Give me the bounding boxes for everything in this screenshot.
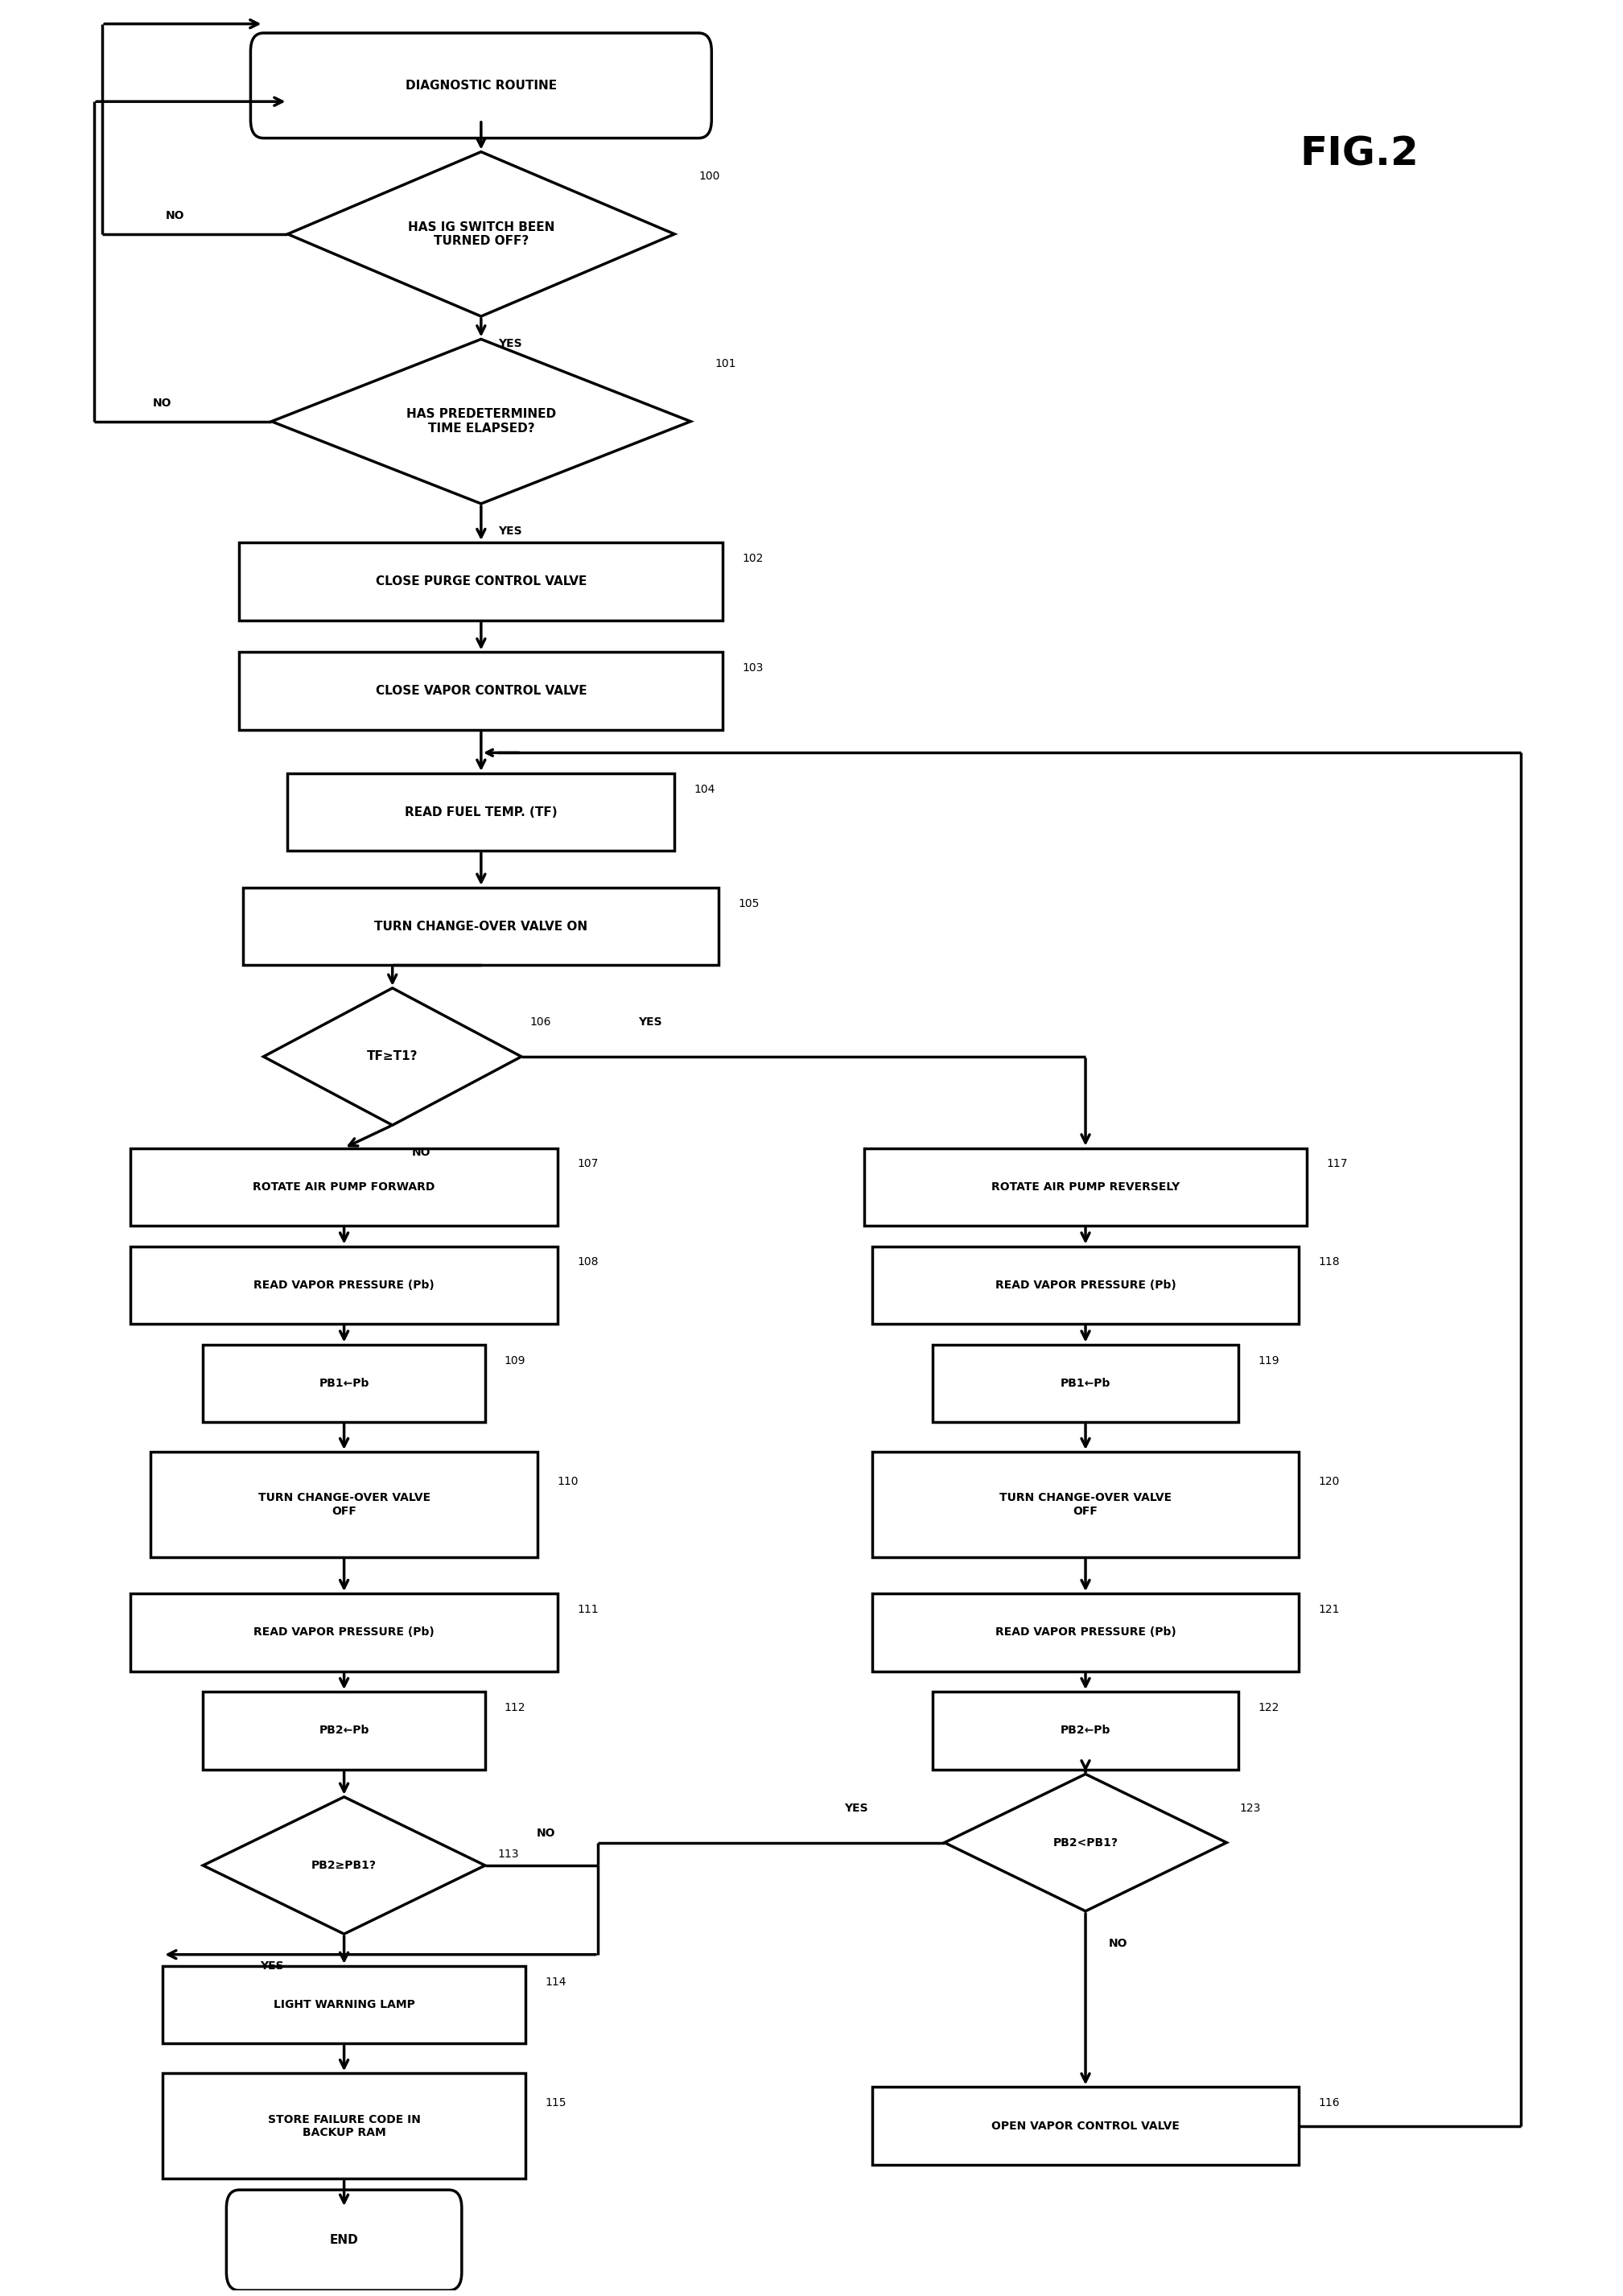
- Text: 107: 107: [578, 1159, 599, 1169]
- Text: READ VAPOR PRESSURE (Pb): READ VAPOR PRESSURE (Pb): [995, 1628, 1177, 1637]
- Text: 122: 122: [1258, 1701, 1279, 1713]
- Text: 117: 117: [1326, 1159, 1347, 1169]
- Text: 102: 102: [742, 553, 763, 565]
- Bar: [130, 1247, 558, 1325]
- Text: FIG.2: FIG.2: [1300, 135, 1419, 174]
- Text: 101: 101: [714, 358, 737, 370]
- Bar: [872, 2087, 1298, 2165]
- Text: 115: 115: [545, 2099, 566, 2108]
- Text: NO: NO: [537, 1828, 555, 1839]
- Text: PB2<PB1?: PB2<PB1?: [1053, 1837, 1118, 1848]
- FancyBboxPatch shape: [226, 2190, 461, 2291]
- Bar: [239, 542, 722, 620]
- Text: 118: 118: [1318, 1256, 1341, 1267]
- Text: LIGHT WARNING LAMP: LIGHT WARNING LAMP: [273, 2000, 415, 2011]
- Polygon shape: [287, 152, 675, 317]
- Text: PB2←Pb: PB2←Pb: [1060, 1724, 1110, 1736]
- Bar: [872, 1247, 1298, 1325]
- Text: CLOSE VAPOR CONTROL VALVE: CLOSE VAPOR CONTROL VALVE: [375, 684, 588, 698]
- Text: READ FUEL TEMP. (TF): READ FUEL TEMP. (TF): [404, 806, 557, 817]
- Text: PB1←Pb: PB1←Pb: [320, 1378, 368, 1389]
- Bar: [863, 1148, 1307, 1226]
- Text: PB2←Pb: PB2←Pb: [320, 1724, 368, 1736]
- Text: OPEN VAPOR CONTROL VALVE: OPEN VAPOR CONTROL VALVE: [992, 2119, 1180, 2131]
- Text: 110: 110: [557, 1476, 578, 1488]
- Bar: [872, 1593, 1298, 1671]
- Text: NO: NO: [153, 397, 172, 409]
- Bar: [203, 1345, 485, 1421]
- Text: NO: NO: [166, 211, 185, 220]
- Bar: [162, 2073, 526, 2179]
- Text: 112: 112: [505, 1701, 526, 1713]
- Text: END: END: [329, 2234, 359, 2245]
- Text: 121: 121: [1318, 1605, 1339, 1614]
- Text: 108: 108: [578, 1256, 599, 1267]
- Text: 119: 119: [1258, 1355, 1279, 1366]
- Text: PB2≥PB1?: PB2≥PB1?: [312, 1860, 377, 1871]
- Text: 104: 104: [695, 783, 716, 794]
- Bar: [932, 1345, 1238, 1421]
- Text: READ VAPOR PRESSURE (Pb): READ VAPOR PRESSURE (Pb): [995, 1279, 1177, 1290]
- Text: 116: 116: [1318, 2099, 1341, 2108]
- Text: ROTATE AIR PUMP REVERSELY: ROTATE AIR PUMP REVERSELY: [992, 1180, 1180, 1192]
- Text: TF≥T1?: TF≥T1?: [367, 1052, 419, 1063]
- Text: HAS IG SWITCH BEEN
TURNED OFF?: HAS IG SWITCH BEEN TURNED OFF?: [407, 220, 555, 248]
- Text: ROTATE AIR PUMP FORWARD: ROTATE AIR PUMP FORWARD: [253, 1180, 435, 1192]
- Bar: [162, 1965, 526, 2043]
- Bar: [151, 1451, 537, 1557]
- Text: 106: 106: [529, 1017, 550, 1029]
- Bar: [130, 1148, 558, 1226]
- Text: 114: 114: [545, 1977, 566, 1988]
- Text: 111: 111: [578, 1605, 599, 1614]
- Text: 123: 123: [1240, 1802, 1261, 1814]
- Bar: [932, 1692, 1238, 1770]
- Bar: [130, 1593, 558, 1671]
- Polygon shape: [945, 1775, 1227, 1910]
- Polygon shape: [271, 340, 691, 503]
- Text: NO: NO: [412, 1148, 430, 1157]
- Text: STORE FAILURE CODE IN
BACKUP RAM: STORE FAILURE CODE IN BACKUP RAM: [268, 2115, 420, 2138]
- Text: 120: 120: [1318, 1476, 1339, 1488]
- Text: 105: 105: [738, 898, 760, 909]
- Text: PB1←Pb: PB1←Pb: [1060, 1378, 1110, 1389]
- Text: 109: 109: [505, 1355, 526, 1366]
- Polygon shape: [203, 1798, 485, 1933]
- Text: TURN CHANGE-OVER VALVE
OFF: TURN CHANGE-OVER VALVE OFF: [1000, 1492, 1172, 1518]
- Bar: [287, 774, 675, 852]
- Polygon shape: [263, 987, 521, 1125]
- Text: YES: YES: [498, 338, 523, 349]
- Text: YES: YES: [498, 526, 523, 537]
- Text: YES: YES: [260, 1961, 284, 1972]
- Bar: [203, 1692, 485, 1770]
- Text: TURN CHANGE-OVER VALVE
OFF: TURN CHANGE-OVER VALVE OFF: [258, 1492, 430, 1518]
- Bar: [872, 1451, 1298, 1557]
- Text: DIAGNOSTIC ROUTINE: DIAGNOSTIC ROUTINE: [406, 80, 557, 92]
- Text: 113: 113: [498, 1848, 519, 1860]
- Text: READ VAPOR PRESSURE (Pb): READ VAPOR PRESSURE (Pb): [253, 1628, 435, 1637]
- Bar: [239, 652, 722, 730]
- Text: YES: YES: [844, 1802, 868, 1814]
- Text: 103: 103: [742, 664, 763, 673]
- Text: HAS PREDETERMINED
TIME ELAPSED?: HAS PREDETERMINED TIME ELAPSED?: [406, 409, 557, 434]
- FancyBboxPatch shape: [250, 32, 711, 138]
- Bar: [243, 889, 719, 964]
- Text: YES: YES: [638, 1017, 662, 1029]
- Text: READ VAPOR PRESSURE (Pb): READ VAPOR PRESSURE (Pb): [253, 1279, 435, 1290]
- Text: NO: NO: [1109, 1938, 1128, 1949]
- Text: TURN CHANGE-OVER VALVE ON: TURN CHANGE-OVER VALVE ON: [375, 921, 588, 932]
- Text: CLOSE PURGE CONTROL VALVE: CLOSE PURGE CONTROL VALVE: [375, 576, 586, 588]
- Text: 100: 100: [698, 170, 721, 181]
